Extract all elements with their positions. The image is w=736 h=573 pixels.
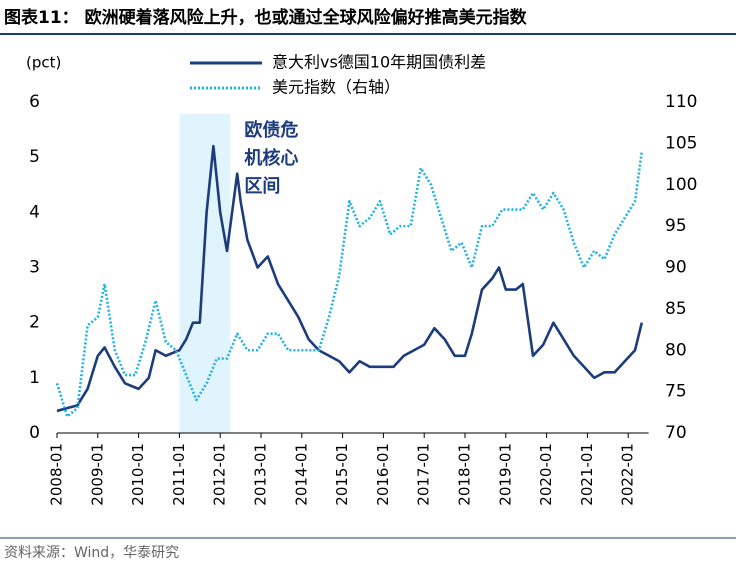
annotation: 区间: [244, 176, 280, 197]
legend-label: 美元指数（右轴）: [272, 78, 400, 97]
x-tick-label: 2022-01: [619, 443, 637, 506]
highlight-span: [179, 114, 231, 433]
y2-tick-label: 110: [665, 92, 697, 112]
x-tick-label: 2011-01: [170, 443, 188, 506]
x-tick-label: 2019-01: [496, 443, 514, 506]
y2-tick-label: 90: [665, 258, 687, 278]
x-tick-label: 2020-01: [537, 443, 555, 506]
y2-tick-label: 105: [665, 133, 697, 153]
y2-tick-label: 100: [665, 175, 697, 195]
y-tick-label: 0: [29, 423, 40, 443]
y-tick-label: 2: [29, 313, 40, 333]
y-tick-label: 3: [29, 258, 40, 278]
y-tick-label: 6: [29, 92, 40, 112]
y2-tick-label: 85: [665, 299, 687, 319]
x-tick-label: 2021-01: [578, 443, 596, 506]
x-tick-label: 2015-01: [333, 443, 351, 506]
x-tick-label: 2010-01: [129, 443, 147, 506]
chart-title: 图表11： 欧洲硬着落风险上升，也或通过全球风险偏好推高美元指数: [4, 7, 528, 28]
annotation: 欧债危: [244, 119, 298, 141]
y-tick-label: 1: [29, 368, 40, 388]
y2-tick-label: 80: [665, 340, 687, 360]
x-tick-label: 2009-01: [88, 443, 106, 506]
y2-tick-label: 95: [665, 216, 687, 236]
x-tick-label: 2013-01: [252, 443, 270, 506]
x-tick-label: 2008-01: [48, 443, 66, 506]
x-tick-label: 2012-01: [211, 443, 229, 506]
y2-tick-label: 70: [665, 423, 687, 443]
y-unit: (pct): [26, 54, 61, 72]
source: 资料来源：Wind，华泰研究: [4, 545, 179, 561]
x-tick-label: 2017-01: [415, 443, 433, 506]
legend-label: 意大利vs德国10年期国债利差: [272, 53, 486, 72]
y-tick-label: 5: [29, 147, 40, 167]
annotation: 机核心: [244, 147, 298, 169]
y2-tick-label: 75: [665, 382, 687, 402]
y-tick-label: 4: [29, 202, 40, 222]
series-line: [56, 144, 644, 413]
x-tick-label: 2016-01: [374, 443, 392, 506]
series-line: [55, 151, 644, 418]
x-tick-label: 2014-01: [292, 443, 310, 506]
x-tick-label: 2018-01: [456, 443, 474, 506]
